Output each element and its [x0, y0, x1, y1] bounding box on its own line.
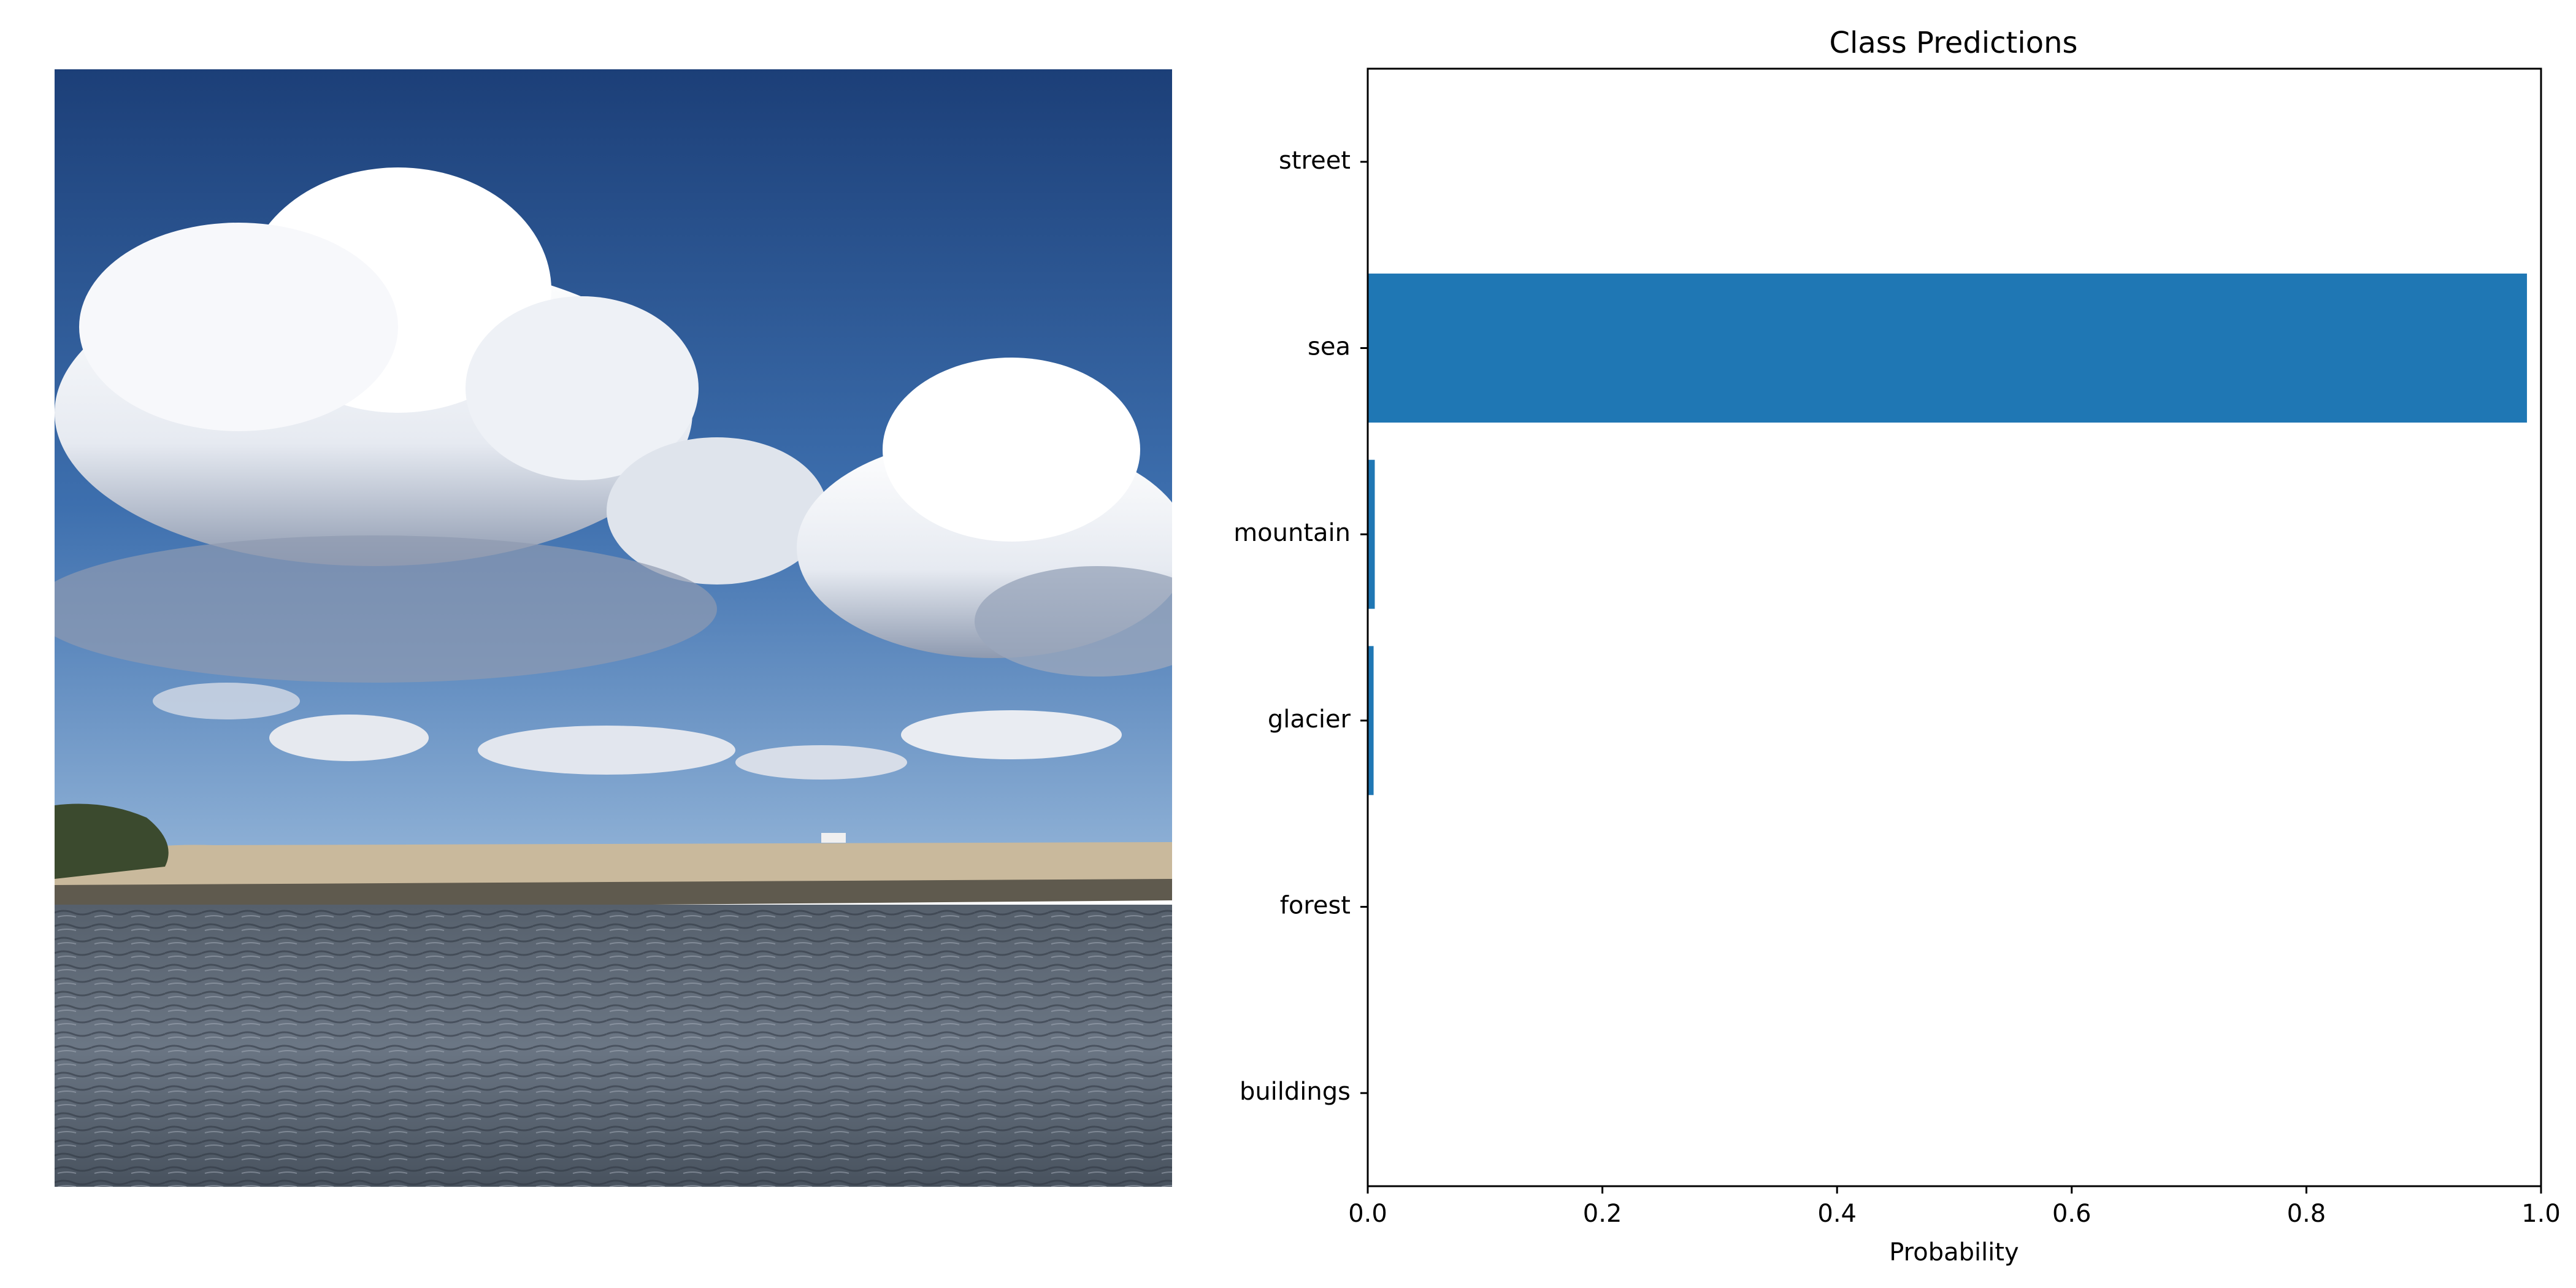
large-cloud — [55, 167, 827, 683]
distant-clouds — [153, 683, 1122, 780]
x-axis-ticks: 0.0 0.2 0.4 0.6 0.8 1.0 — [1348, 1186, 2561, 1228]
y-tick-label-sea: sea — [1308, 333, 1351, 361]
bars-layer — [1368, 87, 2528, 1168]
right-cloud — [797, 358, 1172, 677]
chart-title: Class Predictions — [1830, 26, 2078, 60]
x-tick-label: 1.0 — [2521, 1200, 2561, 1228]
bar-mountain — [1368, 459, 1375, 609]
x-tick-label: 0.8 — [2287, 1200, 2326, 1228]
y-tick-label-street: street — [1279, 147, 1351, 175]
bush — [55, 803, 169, 879]
y-axis-ticks: buildings forest glacier mountain sea street — [1233, 147, 1368, 1106]
x-tick-label: 0.6 — [2052, 1200, 2091, 1228]
y-tick-label-mountain: mountain — [1233, 519, 1351, 547]
bar-glacier — [1368, 646, 1374, 795]
input-image-drawing — [55, 69, 1172, 1187]
x-tick-label: 0.0 — [1348, 1200, 1387, 1228]
x-axis-label: Probability — [1889, 1238, 2018, 1267]
y-tick-label-forest: forest — [1280, 892, 1351, 920]
shoreline — [55, 803, 1172, 910]
plot-frame — [1367, 67, 2542, 1187]
y-tick-label-glacier: glacier — [1268, 705, 1351, 734]
x-tick-label: 0.4 — [1817, 1200, 1857, 1228]
bar-sea — [1368, 274, 2528, 423]
water — [55, 905, 1172, 1187]
input-image — [55, 69, 1172, 1187]
x-tick-label: 0.2 — [1583, 1200, 1622, 1228]
y-tick-label-buildings: buildings — [1240, 1078, 1351, 1106]
